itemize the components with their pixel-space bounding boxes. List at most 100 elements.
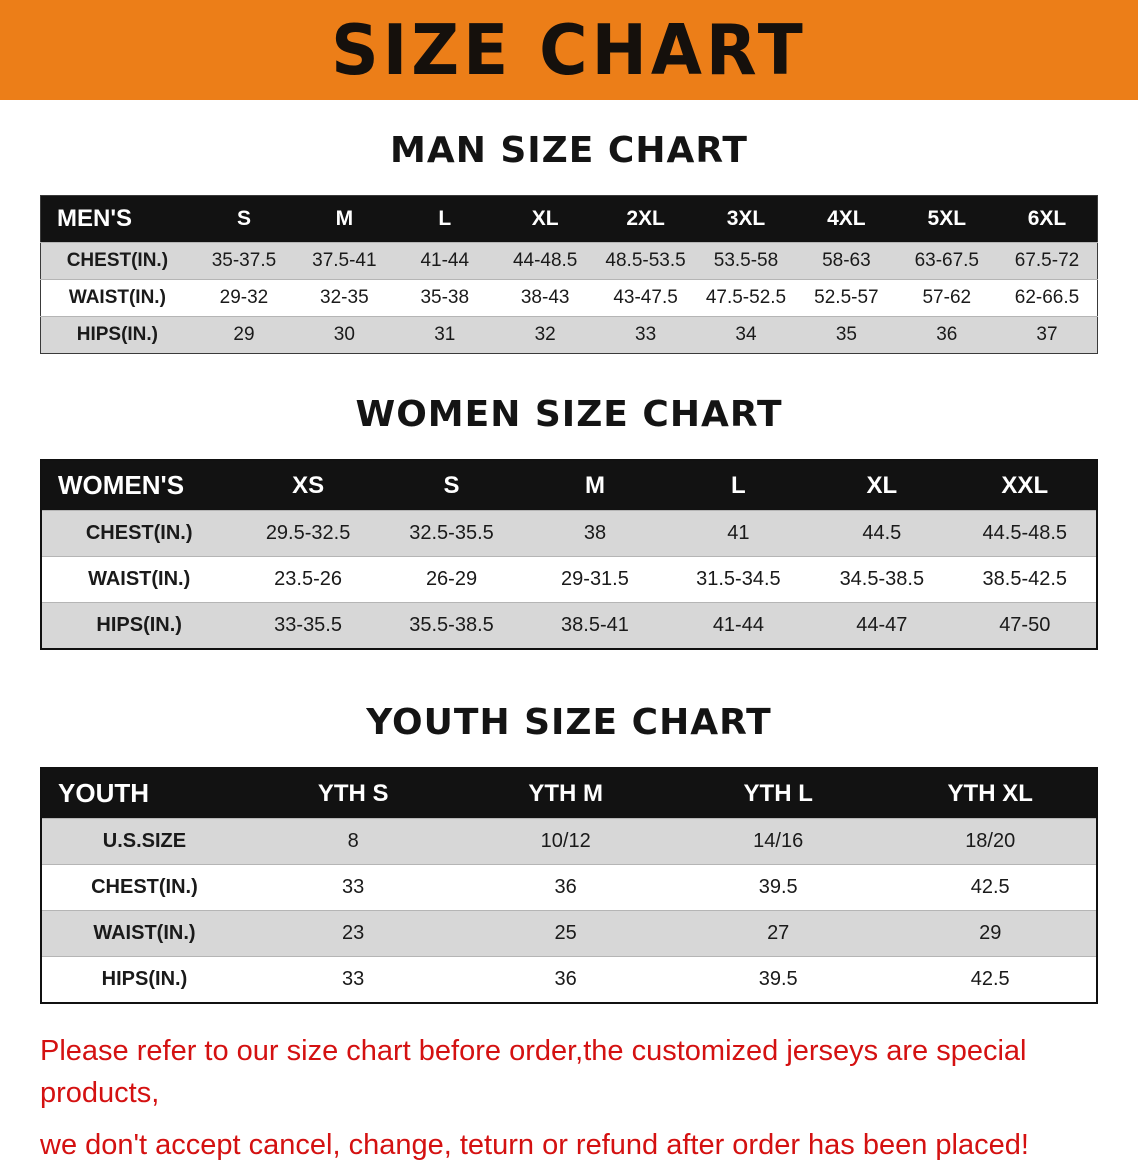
size-value-cell: 67.5-72 xyxy=(997,242,1098,280)
size-value-cell: 47-50 xyxy=(953,602,1097,649)
size-column-header: L xyxy=(666,460,811,511)
size-value-cell: 37.5-41 xyxy=(294,242,395,280)
size-value-cell: 39.5 xyxy=(671,956,885,1003)
size-value-cell: 36 xyxy=(459,956,672,1003)
size-column-header: S xyxy=(193,195,295,243)
footer-note: Please refer to our size chart before or… xyxy=(40,1030,1098,1166)
size-column-header: XL xyxy=(810,460,954,511)
size-column-header: M xyxy=(523,460,667,511)
size-value-cell: 10/12 xyxy=(459,818,672,865)
row-label: CHEST(IN.) xyxy=(40,242,194,280)
size-column-header: 5XL xyxy=(896,195,997,243)
charts-area: MAN SIZE CHART MEN'S S M L XL 2XL 3XL 4XL 5XL 6XL… xyxy=(0,130,1138,1004)
size-value-cell: 31.5-34.5 xyxy=(666,556,811,603)
size-value-cell: 32-35 xyxy=(294,279,395,317)
row-label: WAIST(IN.) xyxy=(41,556,237,603)
size-value-cell: 31 xyxy=(394,316,495,354)
size-column-header: YTH XL xyxy=(884,768,1097,819)
size-value-cell: 33 xyxy=(595,316,696,354)
row-label: U.S.SIZE xyxy=(41,818,247,865)
row-label: CHEST(IN.) xyxy=(41,864,247,911)
table-row: HIPS(IN.) 29 30 31 32 33 34 35 36 37 xyxy=(40,316,1098,354)
size-value-cell: 29 xyxy=(193,316,295,354)
table-row: CHEST(IN.) 29.5-32.5 32.5-35.5 38 41 44.5 44.5… xyxy=(41,510,1097,557)
size-value-cell: 32 xyxy=(494,316,596,354)
size-column-header: XL xyxy=(494,195,596,243)
size-value-cell: 33 xyxy=(246,864,460,911)
women-size-table: WOMEN'S XS S M L XL XXL CHEST(IN.) 29.5-32.5 32.5… xyxy=(40,459,1098,650)
size-value-cell: 38-43 xyxy=(494,279,596,317)
size-value-cell: 25 xyxy=(459,910,672,957)
size-column-header: YTH M xyxy=(459,768,672,819)
size-value-cell: 48.5-53.5 xyxy=(595,242,696,280)
size-value-cell: 42.5 xyxy=(884,864,1097,911)
size-value-cell: 27 xyxy=(671,910,885,957)
row-label: WAIST(IN.) xyxy=(40,279,194,317)
size-column-header: 2XL xyxy=(595,195,696,243)
size-value-cell: 41 xyxy=(666,510,811,557)
size-value-cell: 29.5-32.5 xyxy=(236,510,380,557)
size-value-cell: 33 xyxy=(246,956,460,1003)
size-value-cell: 29-31.5 xyxy=(523,556,667,603)
size-column-header: M xyxy=(294,195,395,243)
size-value-cell: 8 xyxy=(246,818,460,865)
men-section-heading: MAN SIZE CHART xyxy=(390,130,748,171)
page-title: SIZE CHART xyxy=(331,9,807,91)
size-value-cell: 23.5-26 xyxy=(236,556,380,603)
table-row: HIPS(IN.) 33-35.5 35.5-38.5 38.5-41 41-44 44-… xyxy=(41,602,1097,649)
row-label: WAIST(IN.) xyxy=(41,910,247,957)
size-value-cell: 33-35.5 xyxy=(236,602,380,649)
table-header-row: YOUTH YTH S YTH M YTH L YTH XL xyxy=(41,768,1097,819)
table-row: U.S.SIZE 8 10/12 14/16 18/20 xyxy=(41,818,1097,865)
size-column-header: XXL xyxy=(953,460,1097,511)
size-value-cell: 47.5-52.5 xyxy=(695,279,797,317)
table-row: WAIST(IN.) 29-32 32-35 35-38 38-43 43-47.5 47.… xyxy=(40,279,1098,317)
size-value-cell: 38.5-42.5 xyxy=(953,556,1097,603)
table-corner-label: YOUTH xyxy=(41,768,247,819)
size-column-header: YTH L xyxy=(671,768,885,819)
women-size-section: WOMEN SIZE CHART WOMEN'S XS S M L XL XXL CHEST(… xyxy=(0,394,1138,650)
size-value-cell: 34.5-38.5 xyxy=(810,556,954,603)
size-value-cell: 39.5 xyxy=(671,864,885,911)
size-value-cell: 30 xyxy=(294,316,395,354)
size-value-cell: 44.5-48.5 xyxy=(953,510,1097,557)
size-column-header: YTH S xyxy=(246,768,460,819)
size-value-cell: 32.5-35.5 xyxy=(379,510,524,557)
youth-section-heading: YOUTH SIZE CHART xyxy=(366,702,772,743)
youth-size-table: YOUTH YTH S YTH M YTH L YTH XL U.S.SIZE 8 10/12… xyxy=(40,767,1098,1004)
table-header-row: WOMEN'S XS S M L XL XXL xyxy=(41,460,1097,511)
table-row: CHEST(IN.) 33 36 39.5 42.5 xyxy=(41,864,1097,911)
size-value-cell: 63-67.5 xyxy=(896,242,997,280)
size-column-header: L xyxy=(394,195,495,243)
size-value-cell: 36 xyxy=(459,864,672,911)
size-column-header: 6XL xyxy=(997,195,1098,243)
size-value-cell: 35 xyxy=(796,316,897,354)
size-column-header: S xyxy=(379,460,524,511)
size-value-cell: 18/20 xyxy=(884,818,1097,865)
size-value-cell: 14/16 xyxy=(671,818,885,865)
size-value-cell: 44-47 xyxy=(810,602,954,649)
size-value-cell: 38 xyxy=(523,510,667,557)
size-value-cell: 35-37.5 xyxy=(193,242,295,280)
size-value-cell: 41-44 xyxy=(666,602,811,649)
table-corner-label: WOMEN'S xyxy=(41,460,237,511)
size-value-cell: 29-32 xyxy=(193,279,295,317)
table-header-row: MEN'S S M L XL 2XL 3XL 4XL 5XL 6XL xyxy=(40,195,1098,243)
row-label: CHEST(IN.) xyxy=(41,510,237,557)
size-value-cell: 57-62 xyxy=(896,279,997,317)
note-line-2: we don't accept cancel, change, teturn o… xyxy=(40,1129,1029,1162)
size-column-header: XS xyxy=(236,460,380,511)
size-value-cell: 35-38 xyxy=(394,279,495,317)
size-value-cell: 34 xyxy=(695,316,797,354)
row-label: HIPS(IN.) xyxy=(41,602,237,649)
size-column-header: 4XL xyxy=(796,195,897,243)
men-size-section: MAN SIZE CHART MEN'S S M L XL 2XL 3XL 4XL 5XL 6XL… xyxy=(0,130,1138,354)
women-section-heading: WOMEN SIZE CHART xyxy=(355,394,783,435)
size-value-cell: 44-48.5 xyxy=(494,242,596,280)
size-value-cell: 53.5-58 xyxy=(695,242,797,280)
size-value-cell: 43-47.5 xyxy=(595,279,696,317)
youth-size-section: YOUTH SIZE CHART YOUTH YTH S YTH M YTH L YTH… xyxy=(0,702,1138,1004)
size-column-header: 3XL xyxy=(695,195,797,243)
size-value-cell: 44.5 xyxy=(810,510,954,557)
